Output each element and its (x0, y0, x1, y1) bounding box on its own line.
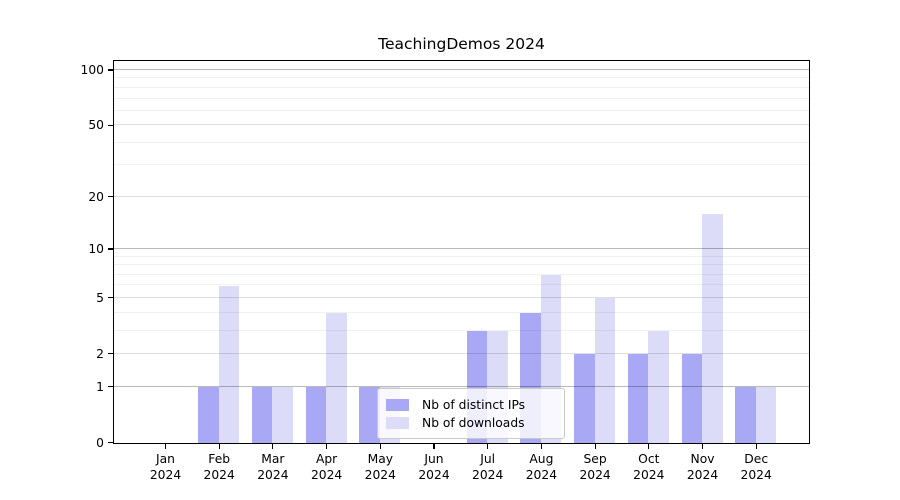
y-axis-label-0: 0 (96, 435, 104, 450)
y-axis-label-100: 100 (80, 63, 104, 78)
bar-distinct-ips-oct (627, 354, 649, 443)
x-axis-tick-apr (326, 444, 328, 449)
gridline-minor-30 (114, 164, 809, 166)
bar-distinct-ips-apr (305, 387, 327, 443)
gridline-minor-6 (114, 284, 809, 286)
legend-swatch-downloads (386, 417, 409, 429)
chart-title: TeachingDemos 2024 (378, 35, 545, 53)
gridline-minor-80 (114, 86, 809, 88)
bar-downloads-sep (594, 298, 616, 443)
y-axis-label-2: 2 (96, 346, 104, 361)
plot-area (113, 60, 810, 444)
legend-label: Nb of downloads (422, 416, 525, 430)
gridline-100 (114, 69, 809, 71)
bar-downloads-apr (326, 313, 347, 443)
gridline-50 (114, 124, 809, 126)
x-axis-tick-feb (218, 444, 220, 449)
x-axis-label-year: 2024 (740, 467, 772, 482)
y-axis-tick-20 (108, 196, 113, 198)
bar-downloads-feb (218, 285, 240, 443)
x-axis-tick-oct (648, 444, 650, 449)
y-axis-tick-100 (108, 69, 113, 71)
y-axis-tick-1 (108, 385, 113, 388)
legend-swatch-distinct-ips (386, 399, 409, 411)
x-axis-tick-dec (755, 444, 757, 449)
gridline-20 (114, 195, 809, 197)
bar-downloads-dec (755, 387, 777, 443)
gridline-minor-9 (114, 255, 809, 257)
bar-distinct-ips-dec (735, 387, 756, 443)
y-axis-label-5: 5 (96, 290, 104, 305)
gridline-2 (114, 352, 809, 354)
bar-distinct-ips-sep (574, 354, 595, 443)
y-axis-label-20: 20 (88, 189, 104, 204)
x-axis-tick-mar (272, 444, 274, 449)
x-axis-tick-jul (487, 444, 489, 449)
gridline-minor-7 (114, 273, 809, 275)
gridline-minor-8 (114, 264, 809, 266)
y-axis-tick-10 (108, 248, 113, 250)
gridline-minor-60 (114, 109, 809, 111)
x-axis-tick-nov (701, 444, 704, 449)
x-axis-tick-aug (540, 444, 542, 449)
y-axis-label-1: 1 (96, 379, 104, 394)
gridline-minor-90 (114, 77, 809, 79)
y-axis-tick-5 (108, 297, 113, 299)
y-axis-tick-2 (108, 353, 113, 355)
gridline-minor-70 (114, 97, 809, 99)
bar-distinct-ips-may (359, 387, 380, 443)
y-axis-tick-0 (108, 441, 113, 444)
bar-distinct-ips-feb (198, 387, 219, 443)
x-axis-tick-jun (433, 444, 435, 449)
bar-distinct-ips-nov (681, 354, 702, 443)
gridline-minor-40 (114, 141, 809, 143)
y-axis-label-50: 50 (88, 118, 104, 133)
x-axis-tick-sep (594, 444, 596, 449)
gridline-1 (114, 385, 809, 387)
gridline-minor-4 (114, 311, 809, 313)
legend-item-downloads: Nb of downloads (386, 415, 525, 431)
x-axis-tick-may (379, 444, 381, 449)
y-axis-label-10: 10 (88, 241, 104, 256)
x-axis-label-dec: Dec 2024 (721, 452, 791, 483)
bar-downloads-oct (648, 331, 669, 443)
bar-downloads-mar (272, 387, 293, 443)
legend: Nb of distinct IPs Nb of downloads (377, 388, 565, 439)
x-axis-label-month: Dec (744, 452, 769, 466)
bar-distinct-ips-mar (251, 387, 273, 443)
bar-downloads-nov (702, 214, 723, 443)
legend-label: Nb of distinct IPs (422, 398, 526, 412)
legend-item-distinct-ips: Nb of distinct IPs (386, 397, 525, 413)
y-axis-tick-50 (108, 124, 113, 126)
gridline-10 (114, 247, 809, 249)
gridline-5 (114, 296, 809, 298)
gridline-minor-3 (114, 329, 809, 331)
x-axis-tick-jan (164, 444, 167, 449)
